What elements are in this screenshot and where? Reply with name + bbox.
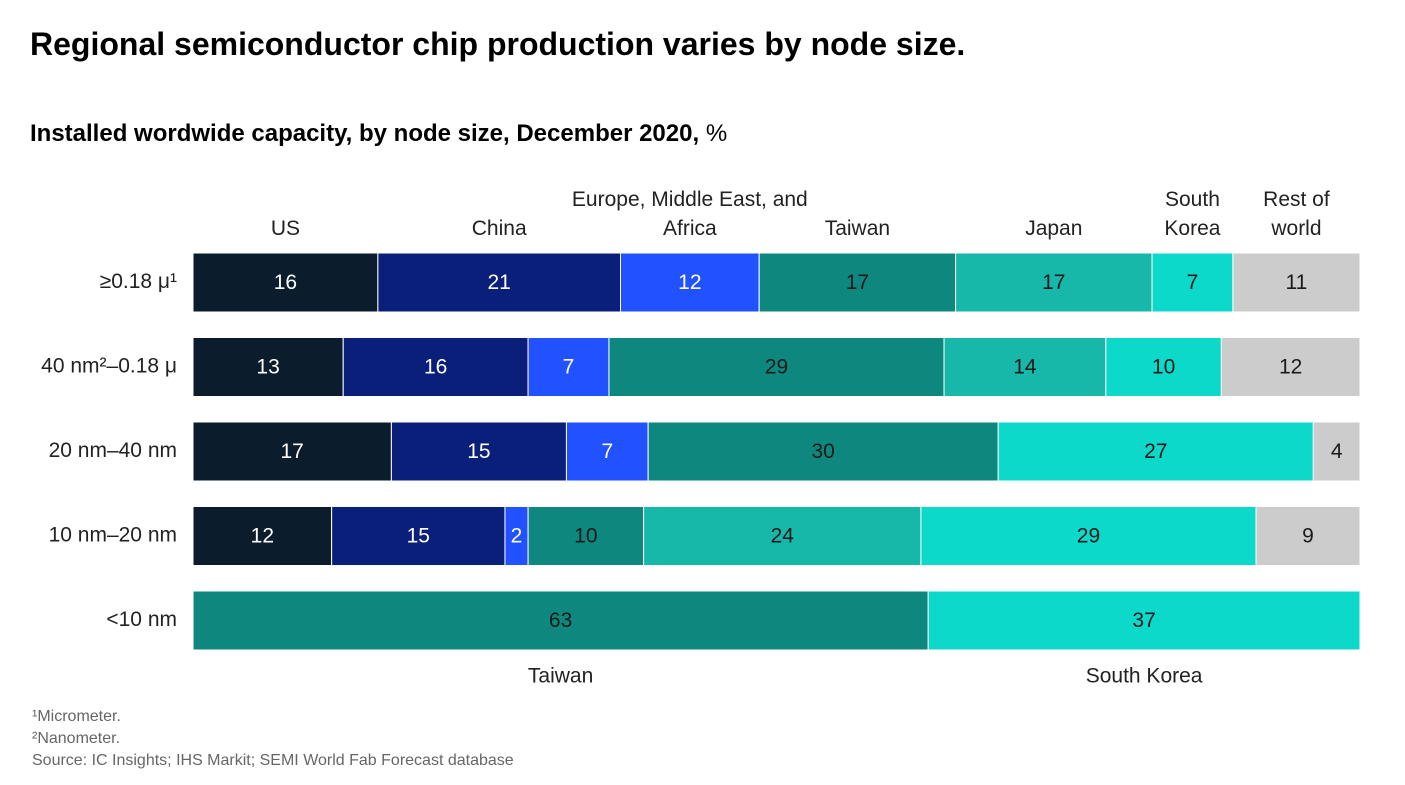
y-tick-label: ≥0.18 μ¹ — [100, 270, 177, 293]
bar-segment — [1220, 337, 1361, 397]
bar-segment — [331, 506, 506, 566]
y-tick-label: <10 nm — [106, 608, 177, 631]
value-label: 12 — [1279, 356, 1302, 379]
bar-segment — [1105, 337, 1222, 397]
value-label: 29 — [765, 356, 788, 379]
bar-segment — [192, 506, 333, 566]
legend-label: South Korea — [1086, 665, 1203, 688]
bar-segment — [927, 590, 1361, 651]
bar-segment — [192, 337, 344, 397]
value-label: 15 — [467, 440, 490, 463]
y-tick-label: 10 nm–20 nm — [49, 524, 177, 547]
value-label: 17 — [846, 271, 869, 294]
bar-segment — [390, 421, 567, 482]
bar-segment — [377, 252, 622, 313]
value-label: 27 — [1144, 440, 1167, 463]
bar-segment — [1255, 506, 1361, 566]
subtitle: Installed wordwide capacity, by node siz… — [30, 120, 727, 148]
value-label: 7 — [563, 356, 575, 379]
bar-segment — [1151, 252, 1234, 313]
value-label: 63 — [549, 609, 572, 632]
value-label: 15 — [407, 525, 430, 548]
value-label: 7 — [601, 440, 613, 463]
value-label: 10 — [574, 525, 597, 548]
y-tick-label: 20 nm–40 nm — [49, 439, 177, 462]
subtitle-text: Installed wordwide capacity, by node siz… — [30, 120, 700, 147]
footnotes: ¹Micrometer. ²Nanometer. Source: IC Insi… — [32, 706, 514, 772]
value-label: 21 — [488, 271, 511, 294]
value-label: 7 — [1187, 271, 1199, 294]
legend-label: US — [270, 217, 301, 240]
bar-segment — [1312, 421, 1361, 482]
bar-segment — [943, 337, 1107, 397]
bar-segment — [1232, 252, 1361, 313]
value-label: 37 — [1132, 609, 1155, 632]
value-label: 16 — [424, 356, 447, 379]
value-label: 11 — [1286, 271, 1308, 294]
value-label: 16 — [274, 271, 297, 294]
bar-segment — [527, 337, 610, 397]
value-label: 12 — [678, 271, 701, 294]
legend-label: Europe, Middle East, and Africa — [571, 188, 808, 240]
value-label: 4 — [1331, 440, 1343, 463]
value-label: 14 — [1013, 356, 1037, 379]
legend-label: Rest of world — [1263, 188, 1330, 240]
unit: % — [705, 120, 728, 147]
bar-segment — [955, 252, 1153, 313]
legend-label: Taiwan — [528, 665, 593, 688]
bar-segment — [758, 252, 957, 313]
legend-label: China — [471, 217, 527, 240]
value-label: 17 — [1042, 271, 1065, 294]
source: Source: IC Insights; IHS Markit; SEMI Wo… — [32, 752, 514, 769]
bar-segment — [997, 421, 1314, 482]
value-label: 17 — [281, 440, 304, 463]
value-label: 24 — [771, 525, 795, 548]
legend-label: Japan — [1025, 217, 1083, 240]
bar-segment — [192, 252, 379, 313]
bar-segment — [643, 506, 922, 566]
legend-label: Taiwan — [824, 217, 891, 240]
footnote: ¹Micrometer. — [32, 708, 121, 725]
value-label: 10 — [1152, 356, 1175, 379]
y-tick-label: 40 nm²–0.18 μ — [41, 355, 177, 378]
bar-segment — [620, 252, 760, 313]
bar-segment — [342, 337, 529, 397]
chart-title: Regional semiconductor chip production v… — [30, 26, 966, 62]
value-label: 30 — [812, 440, 835, 463]
value-label: 13 — [256, 356, 279, 379]
bar-segment — [565, 421, 649, 482]
bar-segment — [192, 421, 392, 482]
footnote: ²Nanometer. — [32, 730, 121, 747]
value-label: 12 — [251, 525, 274, 548]
bar-segment — [920, 506, 1257, 566]
legend-label: South Korea — [1164, 188, 1221, 240]
value-label: 29 — [1077, 525, 1100, 548]
bar-segment — [647, 421, 999, 482]
bar-segment — [527, 506, 645, 566]
value-label: 2 — [511, 525, 523, 548]
value-label: 9 — [1302, 525, 1314, 548]
